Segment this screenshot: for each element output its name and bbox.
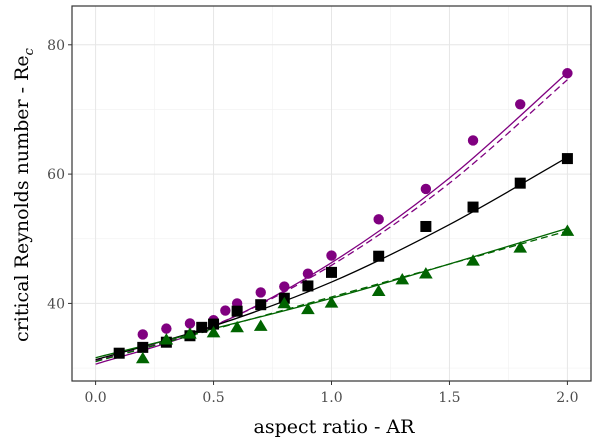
square-marker: [231, 305, 243, 317]
x-axis-ticks: 0.0 0.5 1.0 1.5 2.0: [84, 381, 579, 406]
triangle-marker: [206, 326, 221, 338]
y-tick-label: 40: [47, 296, 65, 312]
square-marker: [302, 280, 314, 292]
square-marker: [514, 177, 526, 189]
data-points: [113, 68, 575, 364]
circle-marker: [302, 268, 314, 279]
square-marker: [113, 347, 125, 359]
triangle-marker: [159, 333, 174, 345]
triangle-marker: [371, 284, 386, 297]
square-marker: [373, 250, 385, 262]
triangle-marker: [324, 296, 339, 308]
triangle-marker: [277, 296, 292, 309]
square-marker: [467, 201, 479, 213]
circle-marker: [255, 287, 266, 298]
x-tick-label: 2.0: [556, 390, 578, 406]
circle-marker: [279, 281, 290, 292]
y-axis-title-main: critical Reynolds number - Re: [11, 55, 33, 342]
triangle-marker: [419, 267, 433, 279]
triangle-marker: [513, 241, 528, 253]
circle-marker: [184, 318, 196, 329]
major-gridlines: [72, 6, 591, 381]
square-marker: [326, 266, 337, 278]
y-axis-title-subscript: c: [22, 47, 37, 55]
solid-fit-line: [95, 72, 568, 365]
circle-marker: [137, 329, 148, 340]
triangle-marker: [395, 272, 410, 285]
circle-marker: [515, 99, 526, 110]
square-marker: [208, 318, 220, 330]
x-tick-label: 1.5: [438, 390, 460, 406]
triangle-marker: [253, 319, 268, 331]
triangle-marker: [301, 302, 315, 315]
x-axis-title: aspect ratio - AR: [254, 416, 416, 438]
circle-marker: [420, 183, 432, 195]
y-tick-label: 60: [47, 167, 65, 183]
circle-marker: [373, 214, 384, 225]
x-tick-label: 1.0: [320, 390, 342, 406]
square-marker: [561, 153, 573, 165]
square-marker: [420, 220, 432, 232]
triangle-marker: [466, 254, 480, 266]
triangle-marker: [135, 351, 150, 364]
y-axis-title: critical Reynolds number - Rec: [11, 47, 37, 342]
square-marker: [255, 299, 267, 311]
triangle-marker: [183, 327, 197, 339]
square-marker: [137, 341, 149, 353]
circle-marker: [161, 323, 172, 334]
circle-marker: [467, 135, 479, 146]
triangle-marker: [560, 224, 575, 236]
square-marker: [196, 321, 208, 333]
y-tick-label: 80: [47, 38, 65, 54]
circle-marker: [562, 68, 573, 79]
circle-marker: [326, 250, 337, 261]
x-tick-label: 0.0: [84, 390, 106, 406]
triangle-marker: [230, 320, 244, 333]
circle-marker: [220, 305, 231, 316]
y-axis-ticks: 40 60 80: [47, 38, 72, 312]
x-tick-label: 0.5: [202, 390, 224, 406]
